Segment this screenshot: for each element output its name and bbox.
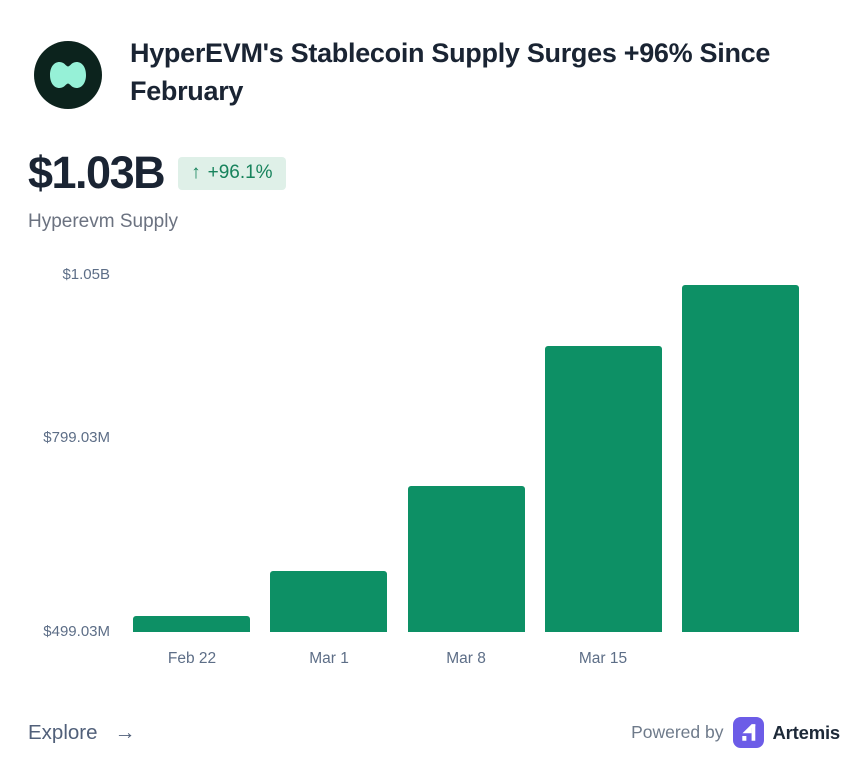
artemis-logo-icon	[732, 717, 764, 748]
x-axis-label-2: Mar 8	[446, 650, 486, 667]
kpi-value: $1.03B	[28, 147, 166, 198]
x-axis-label-1: Mar 1	[309, 650, 349, 667]
y-axis-tick-2: $499.03M	[43, 623, 110, 640]
explore-link[interactable]: Explore →	[28, 721, 136, 745]
change-badge: ↑ +96.1%	[178, 156, 286, 190]
y-axis-tick-0: $1.05B	[62, 266, 110, 283]
page-title: HyperEVM's Stablecoin Supply Surges +96%…	[130, 38, 771, 106]
x-axis-label-3: Mar 15	[578, 650, 628, 667]
powered-by-label: Powered by	[631, 722, 724, 742]
hyperevm-logo-icon	[34, 41, 102, 109]
chart-subtitle: Hyperevm Supply	[28, 211, 178, 232]
kpi-row: $1.03B ↑ +96.1%	[28, 147, 286, 199]
bar-mar-8[interactable]	[408, 486, 525, 632]
right-arrow-icon: →	[114, 721, 136, 744]
bar-5[interactable]	[682, 285, 799, 632]
change-badge-label: +96.1%	[207, 161, 273, 183]
y-axis-tick-1: $799.03M	[43, 428, 110, 446]
artemis-brand-label: Artemis	[772, 721, 841, 743]
x-axis-label-0: Feb 22	[167, 650, 217, 667]
bar-mar-15[interactable]	[545, 346, 662, 632]
bar-feb-22[interactable]	[133, 616, 250, 632]
explore-label: Explore	[28, 721, 98, 744]
up-arrow-icon: ↑	[191, 161, 201, 183]
powered-by-link[interactable]: Powered by Artemis	[631, 717, 840, 748]
bar-mar-1[interactable]	[270, 571, 387, 632]
